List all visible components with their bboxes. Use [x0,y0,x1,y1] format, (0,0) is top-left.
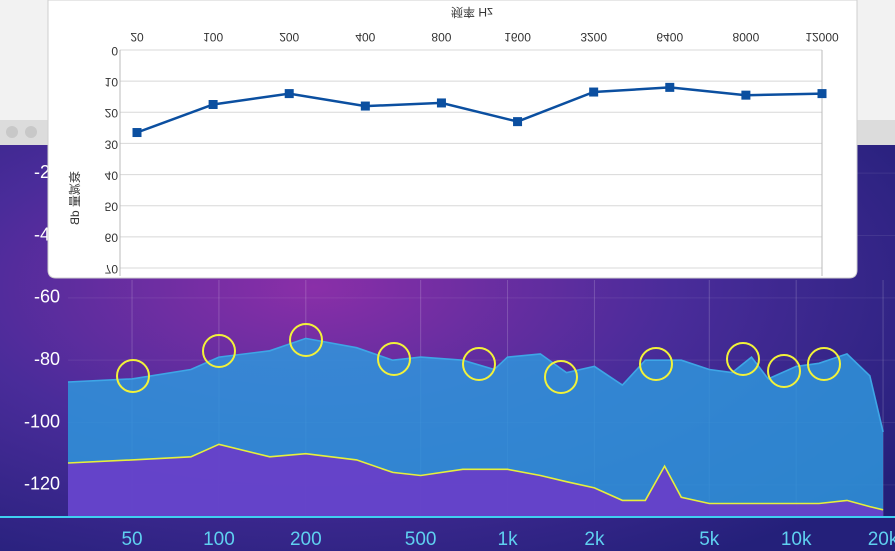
highlight-circle [377,342,411,376]
y-tick-label: -60 [34,287,60,307]
x-tick-label: 12000 [805,30,839,44]
highlight-circle [726,342,760,376]
x-tick-label: 200 [290,529,322,550]
y-tick-label: 50 [105,200,119,214]
point [360,101,370,111]
x-tick-label: 200 [279,30,299,44]
highlight-circle [462,347,496,381]
spectrum-line [67,337,884,433]
point [665,82,675,92]
overlay-chart: 0 10 20 30 40 50 60 70 20 100 200 400 800 1600 3200 640… [67,5,839,276]
highlight-circle [289,323,323,357]
x-tick-label: 20 [130,30,144,44]
y-tick-label: 60 [105,231,119,245]
point [817,89,827,99]
spectrum: 50 100 200 500 1k 2k 5k 10k 20k-20-40-60-80-100-… [0,162,895,550]
y-tick-label: 10 [105,75,119,89]
area-fill [68,444,884,516]
x-tick-label: 5k [699,529,720,550]
y-tick-label: -80 [34,349,60,369]
point [208,100,218,109]
highlight-circle [202,334,236,368]
chart-window [47,0,858,279]
x-tick-label: 400 [355,30,375,44]
y-tick-label: 30 [105,137,119,151]
point [741,90,751,100]
x-tick-label: 500 [405,529,437,550]
y-tick-label: 70 [105,262,119,276]
window-button[interactable] [6,126,18,138]
x-tick-label: 100 [203,30,223,44]
x-tick-label: 1600 [504,30,531,44]
spectrum-line [67,443,884,511]
x-tick-label: 10k [781,529,812,550]
point [436,98,446,108]
window-button[interactable] [25,126,37,138]
highlight-circle [767,354,801,388]
point [589,87,599,97]
annotations [116,323,841,394]
point [284,89,294,99]
x-tick-label: 6400 [656,30,683,44]
x-tick-label: 50 [121,529,142,550]
y-tick-label: -120 [24,474,60,494]
x-tick-label: 2k [584,529,605,550]
x-tick-label: 100 [203,529,235,550]
x-tick-label: 8000 [733,30,760,44]
x-tick-label: 20k [868,529,895,550]
x-tick-label: 800 [431,30,451,44]
x-tick-label: 1k [498,529,519,550]
line [136,86,823,134]
highlight-circle [639,347,673,381]
y-tick-label: 20 [105,106,119,120]
highlight-circle [544,360,578,394]
point [132,128,142,138]
point [513,117,523,127]
y-tick-label: 0 [111,44,118,58]
y-axis-title: 衰减量 dB [67,171,82,225]
highlight-circle [807,347,841,381]
x-tick-label: 3200 [580,30,607,44]
highlight-circle [116,359,150,393]
y-tick-label: -100 [24,411,60,431]
y-tick-label: 40 [105,168,119,182]
x-axis-title: 频率 Hz [451,5,493,20]
